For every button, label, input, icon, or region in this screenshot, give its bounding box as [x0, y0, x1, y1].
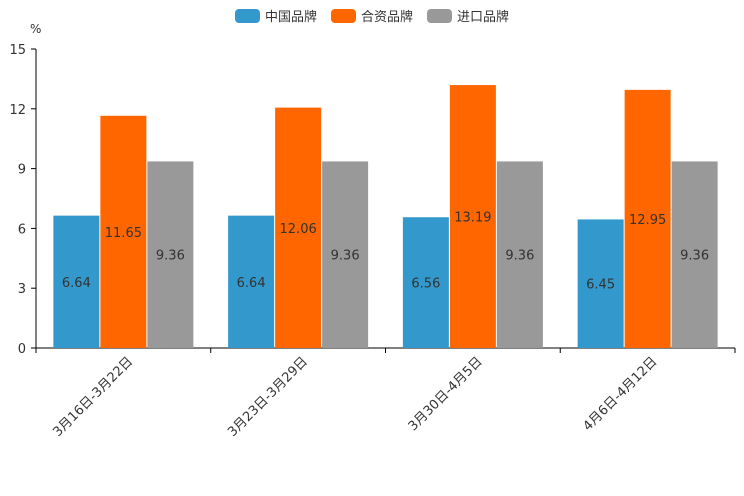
y-tick-label: 0 [18, 342, 26, 357]
y-axis-unit: % [30, 22, 42, 36]
bar [449, 85, 496, 348]
x-tick-label: 3月23日-3月29日 [225, 354, 311, 440]
bar [402, 217, 449, 348]
y-tick-label: 15 [9, 43, 26, 58]
bar [228, 215, 275, 348]
x-tick-label: 3月16日-3月22日 [50, 354, 136, 440]
bar-value-label: 6.45 [586, 278, 615, 293]
bar [671, 161, 718, 348]
legend-swatch-jv-brand [330, 8, 356, 23]
bar-value-label: 12.06 [280, 222, 317, 237]
x-tick-label: 4月6日-4月12日 [581, 354, 661, 434]
y-tick-label: 6 [18, 222, 26, 237]
y-tick-label: 3 [18, 282, 26, 297]
legend-item-china-brand[interactable]: 中国品牌 [234, 6, 317, 25]
legend-swatch-china-brand [234, 8, 260, 23]
bar-value-label: 12.95 [629, 213, 666, 228]
legend-label-jv-brand: 合资品牌 [360, 10, 413, 25]
legend-item-jv-brand[interactable]: 合资品牌 [330, 6, 413, 25]
bar-value-label: 6.64 [62, 276, 91, 291]
bar [100, 115, 147, 348]
bar-value-label: 6.64 [237, 276, 266, 291]
bar [496, 161, 543, 348]
legend-swatch-import-brand [427, 8, 452, 23]
bar-value-label: 9.36 [680, 249, 709, 264]
legend-label-import-brand: 进口品牌 [457, 10, 510, 25]
bar [53, 215, 100, 348]
bar-value-label: 9.36 [331, 249, 360, 264]
legend: 中国品牌 合资品牌 进口品牌 [0, 6, 744, 25]
bar [147, 161, 194, 348]
bar-value-label: 11.65 [105, 226, 142, 241]
legend-label-china-brand: 中国品牌 [264, 10, 317, 25]
x-tick-label: 3月30日-4月5日 [406, 354, 486, 434]
bar-value-label: 13.19 [454, 211, 491, 226]
y-tick-label: 9 [18, 163, 26, 178]
bar [624, 89, 671, 348]
bar [577, 219, 624, 348]
y-tick-label: 12 [9, 103, 26, 118]
bar [275, 107, 322, 348]
bar-value-label: 9.36 [156, 249, 185, 264]
legend-item-import-brand[interactable]: 进口品牌 [427, 6, 509, 25]
bar [322, 161, 369, 348]
bar-value-label: 6.56 [411, 277, 440, 292]
bar-value-label: 9.36 [505, 249, 534, 264]
